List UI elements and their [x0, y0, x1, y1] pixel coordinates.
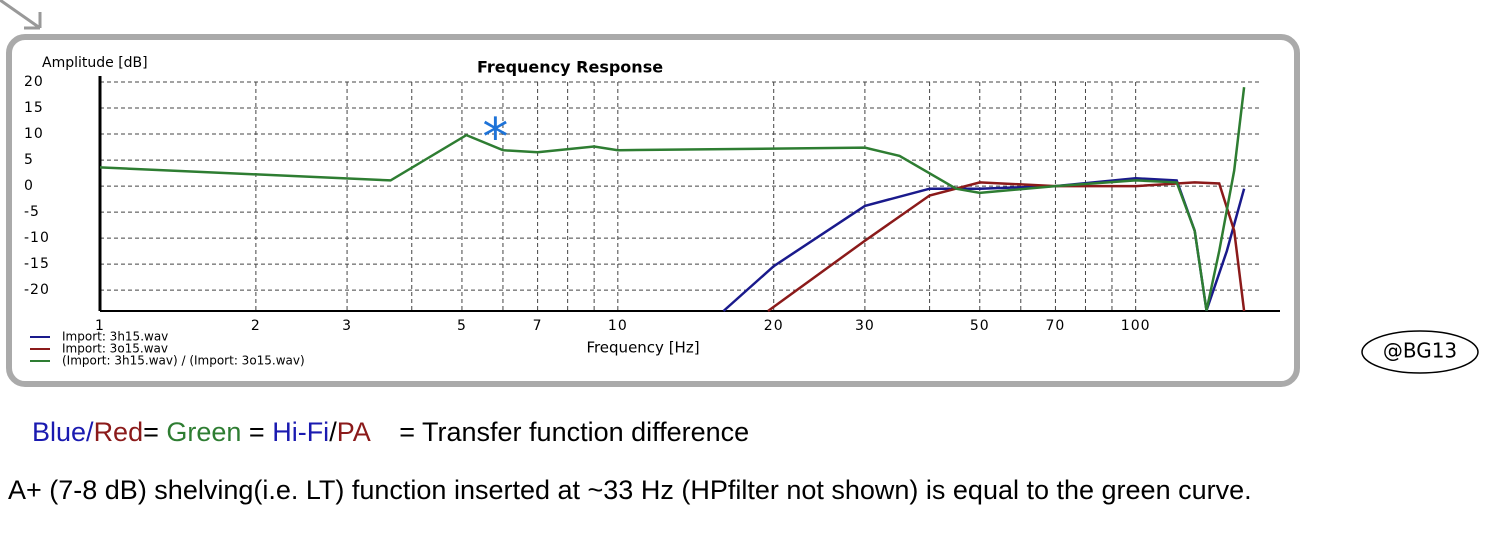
legend-label: (Import: 3h15.wav) / (Import: 3o15.wav) — [62, 354, 305, 368]
badge: @BG13 — [1383, 339, 1457, 363]
caption-part: = — [241, 417, 272, 447]
x-tick-label: 30 — [855, 318, 875, 334]
caption-part: = Transfer function difference — [369, 417, 749, 447]
caption: Blue/Red= Green = Hi-Fi/PA = Transfer fu… — [32, 417, 749, 447]
x-tick-label: 2 — [251, 318, 261, 334]
y-axis-title: Amplitude [dB] — [42, 55, 148, 71]
y-tick-label: 15 — [24, 100, 44, 116]
plot — [98, 76, 1280, 313]
x-tick-label: 10 — [608, 318, 628, 334]
x-tick-label: 70 — [1046, 318, 1066, 334]
caption-part: Green — [166, 417, 241, 447]
caption-part: / — [329, 417, 337, 447]
caption-part: Red — [94, 417, 144, 447]
badge-border — [1361, 330, 1479, 374]
x-tick-label: 1 — [95, 318, 105, 334]
chart-frame — [6, 34, 1300, 387]
annotation: * — [482, 108, 508, 168]
caption-part: Hi-Fi — [272, 417, 329, 447]
x-axis-title: Frequency [Hz] — [586, 339, 699, 357]
x-tick-label: 50 — [970, 318, 990, 334]
x-tick-label: 5 — [457, 318, 467, 334]
x-tick-label: 100 — [1121, 318, 1151, 334]
y-tick-label: -5 — [24, 204, 40, 220]
arrow-fragment — [0, 0, 42, 30]
caption-part: = — [143, 417, 166, 447]
y-tick-label: -10 — [24, 230, 50, 246]
y-tick-label: 10 — [24, 126, 44, 142]
caption-part: / — [86, 417, 94, 447]
y-tick-label: -20 — [24, 282, 50, 298]
chart-title: Frequency Response — [477, 58, 663, 77]
y-tick-label: 5 — [24, 152, 34, 168]
x-tick-label: 7 — [533, 318, 543, 334]
note: A+ (7-8 dB) shelving(i.e. LT) function i… — [8, 475, 1252, 505]
caption-part: PA — [337, 417, 371, 447]
series-line — [99, 87, 1246, 311]
y-tick-label: 0 — [24, 178, 34, 194]
legend-label: Import: 3h15.wav — [62, 330, 168, 344]
legend-label: Import: 3o15.wav — [62, 342, 168, 356]
x-tick-label: 3 — [342, 318, 352, 334]
x-tick-label: 20 — [764, 318, 784, 334]
caption-part: Blue — [32, 417, 86, 447]
y-tick-label: 20 — [24, 74, 44, 90]
y-tick-label: -15 — [24, 256, 50, 272]
